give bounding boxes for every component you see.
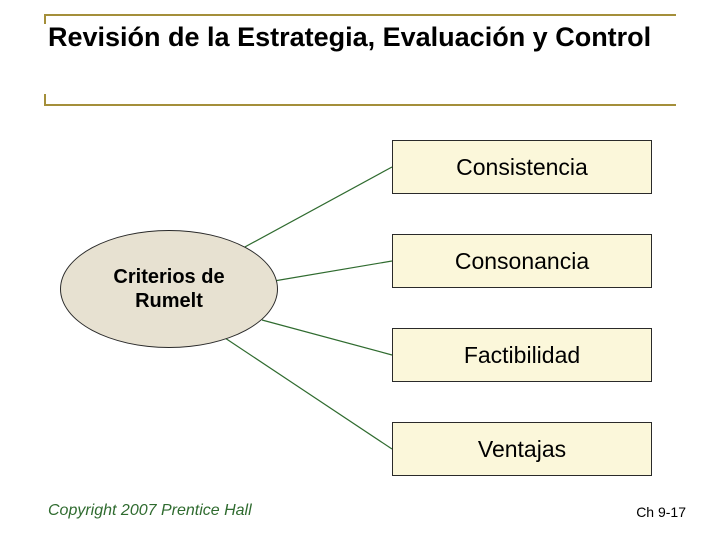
criterion-label-1: Consonancia — [455, 248, 589, 275]
footer-pagenum: Ch 9-17 — [636, 504, 686, 520]
central-ellipse: Criterios deRumelt — [60, 230, 278, 348]
page-title: Revisión de la Estrategia, Evaluación y … — [48, 22, 672, 53]
title-rule-bottom — [44, 104, 676, 106]
criterion-label-3: Ventajas — [478, 436, 566, 463]
footer-copyright: Copyright 2007 Prentice Hall — [48, 502, 252, 520]
title-rule-top — [44, 14, 676, 16]
criterion-box-3: Ventajas — [392, 422, 652, 476]
criterion-box-2: Factibilidad — [392, 328, 652, 382]
title-tick-top — [44, 14, 46, 24]
criterion-box-1: Consonancia — [392, 234, 652, 288]
title-tick-bottom — [44, 94, 46, 104]
criterion-box-0: Consistencia — [392, 140, 652, 194]
criterion-label-2: Factibilidad — [464, 342, 580, 369]
central-label: Criterios deRumelt — [113, 265, 224, 313]
slide: Revisión de la Estrategia, Evaluación y … — [0, 0, 720, 540]
criterion-label-0: Consistencia — [456, 154, 588, 181]
title-wrap: Revisión de la Estrategia, Evaluación y … — [48, 22, 672, 53]
